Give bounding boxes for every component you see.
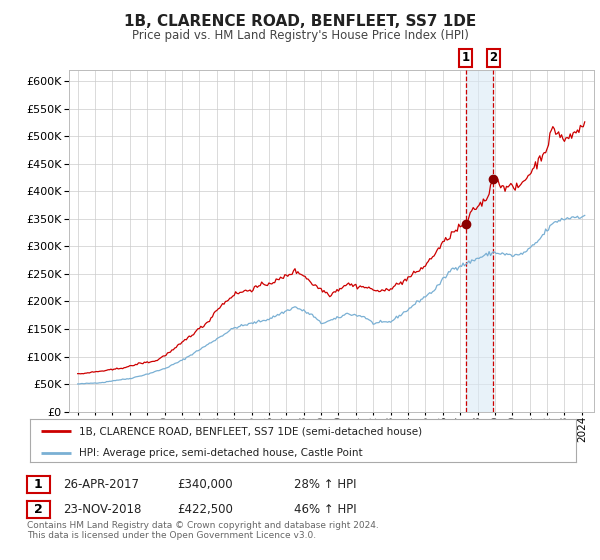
Text: 46% ↑ HPI: 46% ↑ HPI [294, 503, 356, 516]
Text: 26-APR-2017: 26-APR-2017 [63, 478, 139, 491]
Text: 1: 1 [34, 478, 43, 491]
Text: 2: 2 [489, 52, 497, 64]
Text: Contains HM Land Registry data © Crown copyright and database right 2024.: Contains HM Land Registry data © Crown c… [27, 521, 379, 530]
Text: 2: 2 [34, 503, 43, 516]
Text: This data is licensed under the Open Government Licence v3.0.: This data is licensed under the Open Gov… [27, 531, 316, 540]
Text: Price paid vs. HM Land Registry's House Price Index (HPI): Price paid vs. HM Land Registry's House … [131, 29, 469, 42]
Bar [466, 70, 493, 412]
Text: 1B, CLARENCE ROAD, BENFLEET, SS7 1DE (semi-detached house): 1B, CLARENCE ROAD, BENFLEET, SS7 1DE (se… [79, 426, 422, 436]
Text: 28% ↑ HPI: 28% ↑ HPI [294, 478, 356, 491]
Text: HPI: Average price, semi-detached house, Castle Point: HPI: Average price, semi-detached house,… [79, 447, 363, 458]
Text: 1B, CLARENCE ROAD, BENFLEET, SS7 1DE: 1B, CLARENCE ROAD, BENFLEET, SS7 1DE [124, 14, 476, 29]
Text: 23-NOV-2018: 23-NOV-2018 [63, 503, 142, 516]
Text: £422,500: £422,500 [177, 503, 233, 516]
Text: £340,000: £340,000 [177, 478, 233, 491]
Text: 1: 1 [461, 52, 470, 64]
